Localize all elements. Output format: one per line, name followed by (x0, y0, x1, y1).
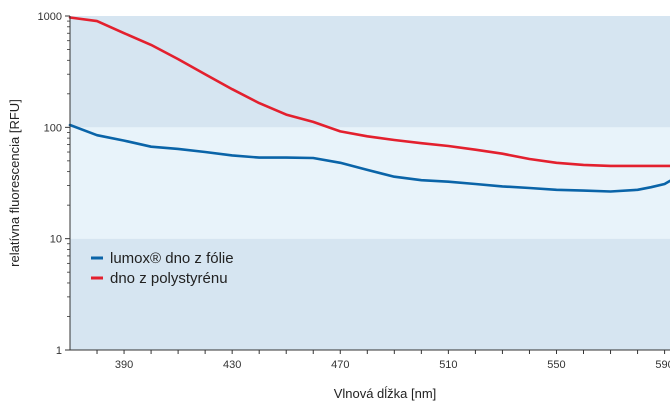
axes (69, 16, 670, 351)
y-axis-title: relatívna fluorescencia [RFU] (7, 99, 22, 267)
x-tick-label: 470 (331, 359, 349, 371)
x-tick-label: 390 (115, 359, 133, 371)
x-tick-label: 430 (223, 359, 241, 371)
background-bands (70, 16, 670, 350)
series-line-foil (68, 123, 670, 193)
band-100-1000 (70, 16, 670, 128)
x-tick-label: 510 (439, 359, 457, 371)
legend: lumox® dno z fólie dno z polystyrénu (91, 250, 234, 287)
series-line-polystyrene (68, 16, 670, 168)
legend-label-polystyrene: dno z polystyrénu (110, 270, 228, 287)
y-tick-label: 1000 (38, 11, 62, 23)
series-layer (68, 16, 670, 193)
x-axis-title: Vlnová dĺžka [nm] (334, 386, 437, 401)
y-tick-label: 10 (50, 234, 62, 246)
x-ticks: 390 430 470 510 550 590 (96, 350, 670, 371)
y-ticks: 1 10 100 1000 (38, 11, 70, 357)
x-tick-label: 590 (655, 359, 670, 371)
y-tick-label: 100 (44, 122, 62, 134)
x-tick-label: 550 (547, 359, 565, 371)
legend-label-foil: lumox® dno z fólie (110, 250, 234, 267)
band-10-100 (70, 127, 670, 239)
band-1-10 (70, 238, 670, 350)
y-tick-label: 1 (56, 345, 62, 357)
